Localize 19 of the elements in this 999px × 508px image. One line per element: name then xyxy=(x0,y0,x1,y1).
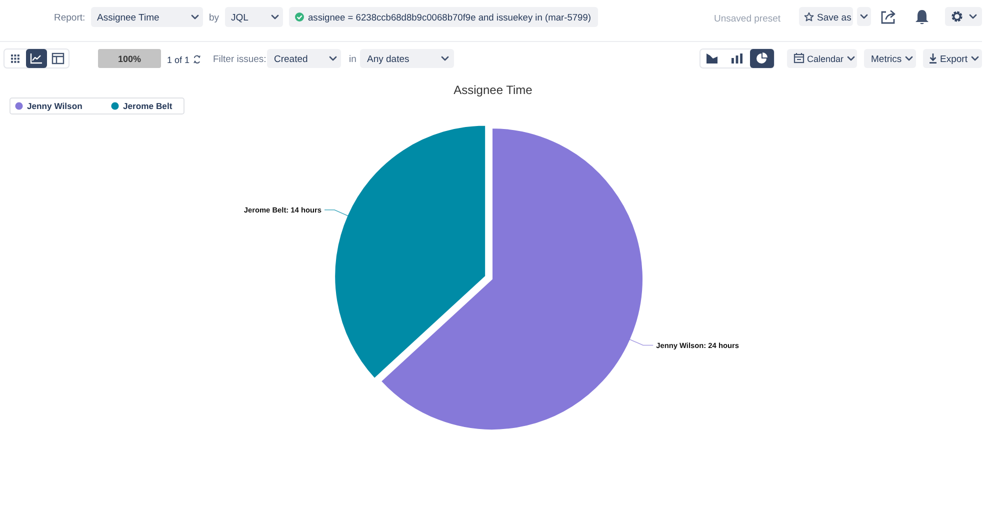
text: by xyxy=(209,12,220,24)
text: assignee = 6238ccb68d8b9c0068b70f9e and issuekey in (mar-5799) xyxy=(308,12,591,22)
text: Metrics xyxy=(871,54,902,65)
legend-label: Jerome Belt xyxy=(123,101,172,111)
text: Export xyxy=(940,54,968,65)
text: Unsaved preset xyxy=(714,14,781,24)
text: Report: xyxy=(54,12,86,24)
text: Assignee Time xyxy=(97,12,160,24)
chart-title: Assignee Time xyxy=(454,83,533,97)
text: 100% xyxy=(118,54,142,64)
text: Save as xyxy=(817,12,852,24)
text: 1 of 1 xyxy=(167,55,190,65)
text: Calendar xyxy=(807,54,844,64)
text: Any dates xyxy=(367,54,410,65)
text: Created xyxy=(274,54,308,65)
legend-label: Jenny Wilson xyxy=(27,101,82,111)
text: Filter issues: xyxy=(213,54,266,65)
text: in xyxy=(349,54,356,65)
text: JQL xyxy=(231,12,248,24)
